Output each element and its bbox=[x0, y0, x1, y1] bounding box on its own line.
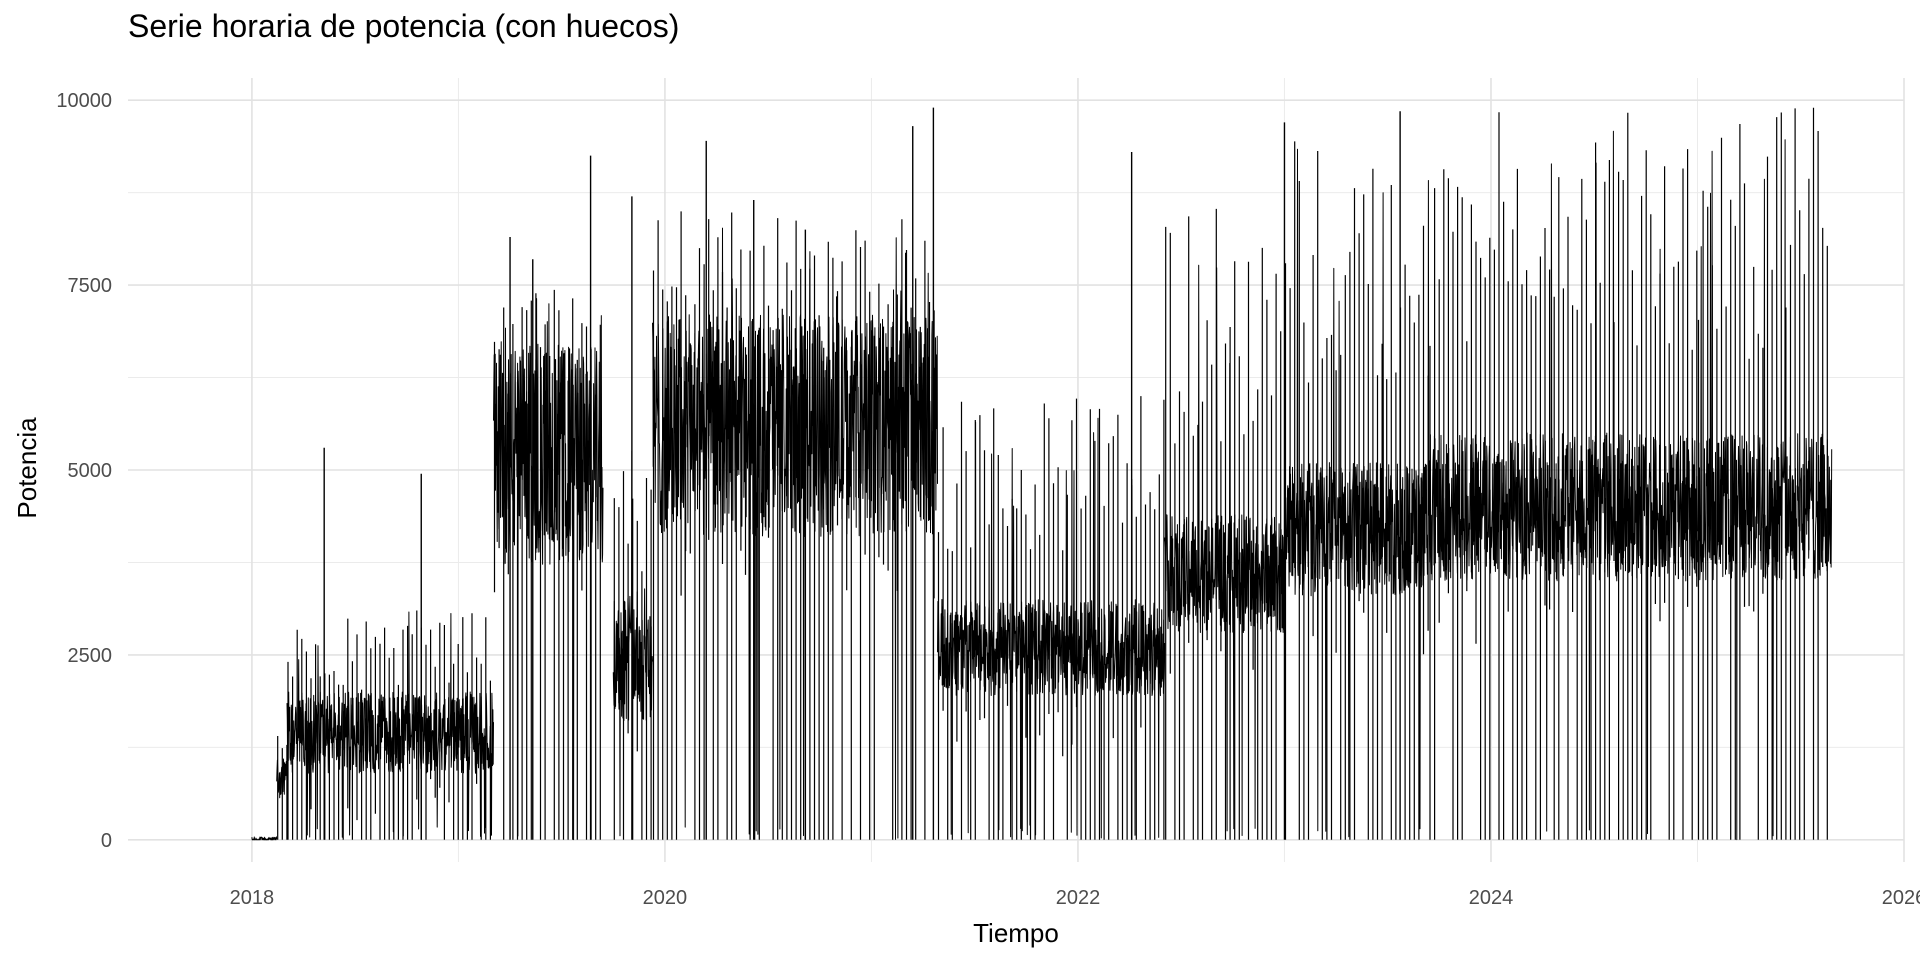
series-segment bbox=[937, 417, 1166, 839]
y-axis-label: Potencia bbox=[12, 417, 42, 519]
x-axis-label: Tiempo bbox=[973, 918, 1059, 948]
series-excursions bbox=[1429, 112, 1698, 840]
y-tick-label: 5000 bbox=[68, 460, 113, 482]
series-segment bbox=[493, 298, 604, 841]
major-gridlines bbox=[128, 78, 1905, 862]
series-segment bbox=[1697, 139, 1833, 841]
series-segment bbox=[1284, 148, 1430, 838]
series-excursions bbox=[1284, 141, 1429, 840]
tick-labels: 2018 2020 2022 2024 2026 0 2500 5000 7500 10000 bbox=[56, 90, 1920, 909]
x-tick-label: 2020 bbox=[643, 887, 688, 909]
series-excursions bbox=[937, 396, 1165, 840]
series-excursions bbox=[1165, 208, 1282, 840]
series-layer bbox=[251, 107, 1833, 841]
x-tick-label: 2024 bbox=[1469, 887, 1514, 909]
y-tick-label: 7500 bbox=[68, 275, 113, 297]
series-segment bbox=[251, 836, 278, 841]
series-excursions bbox=[652, 211, 935, 840]
series-excursions bbox=[613, 471, 652, 840]
series-segment bbox=[286, 611, 494, 838]
y-tick-label: 2500 bbox=[68, 645, 113, 667]
x-tick-label: 2018 bbox=[230, 887, 275, 909]
x-tick-label: 2026 bbox=[1882, 887, 1920, 909]
series-excursions bbox=[287, 610, 491, 840]
y-tick-label: 10000 bbox=[56, 90, 112, 112]
series-excursions bbox=[277, 736, 288, 840]
chart-title: Serie horaria de potencia (con huecos) bbox=[128, 8, 680, 44]
y-tick-label: 0 bbox=[101, 830, 112, 852]
x-tick-label: 2022 bbox=[1056, 887, 1101, 909]
series-excursions bbox=[1697, 107, 1828, 840]
